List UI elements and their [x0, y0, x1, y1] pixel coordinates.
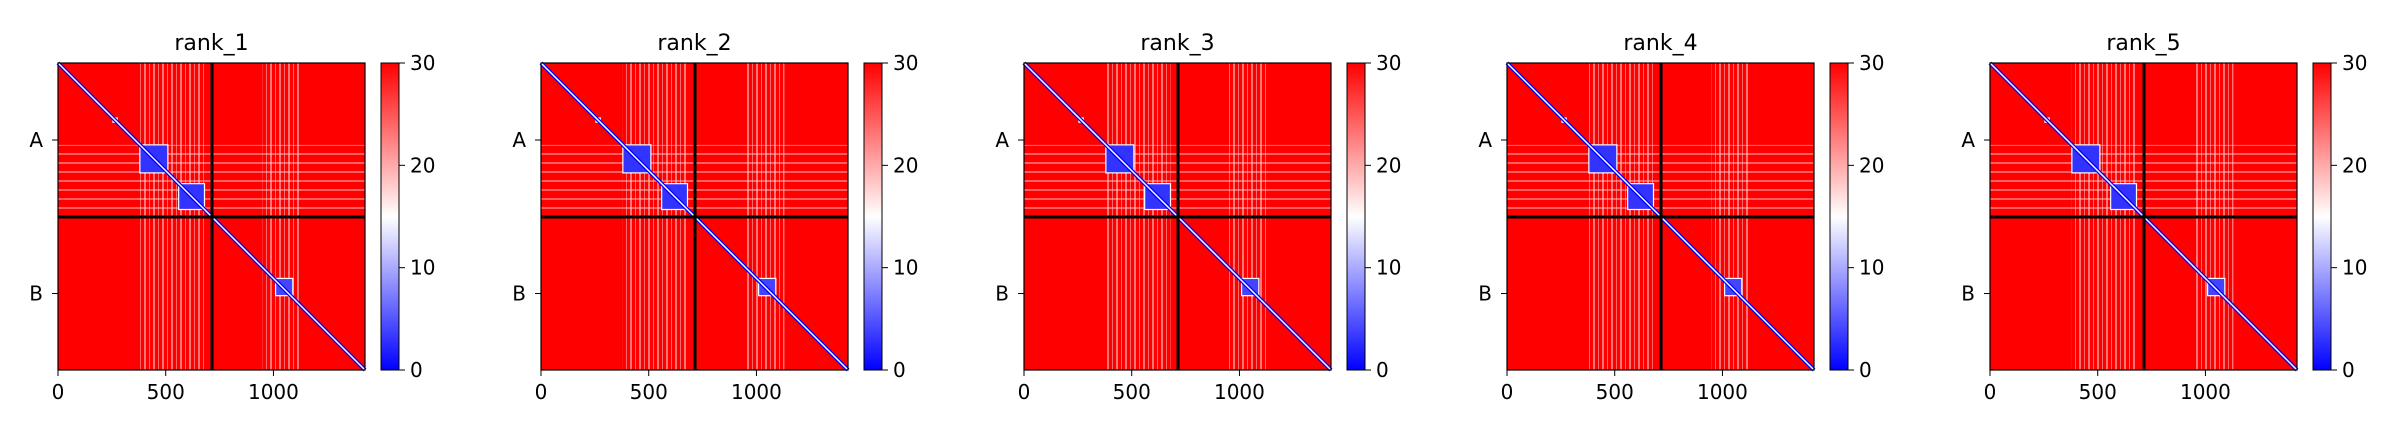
x-tick-label: 0: [1018, 380, 1031, 404]
colorbar-gradient: [380, 62, 400, 371]
x-tick-label: 0: [1501, 380, 1514, 404]
y-tick-label: B: [1478, 282, 1492, 306]
panel-title: rank_2: [657, 31, 731, 56]
colorbar: 0 10 20 30: [1346, 51, 1401, 382]
y-tick-label: B: [1961, 282, 1975, 306]
y-tick-label: A: [29, 128, 43, 152]
heatmap: [1022, 61, 1333, 372]
x-tick-label: 0: [52, 380, 65, 404]
panel-title: rank_3: [1140, 31, 1214, 56]
x-tick-label: 1000: [1214, 380, 1265, 404]
y-tick-label: B: [995, 282, 1009, 306]
colorbar-tick-label: 0: [2342, 358, 2355, 382]
colorbar-gradient: [1829, 62, 1849, 371]
panel-title: rank_4: [1623, 31, 1697, 56]
heatmap-frame: [540, 62, 849, 371]
colorbar: 0 10 20 30: [380, 51, 435, 382]
x-tick-label: 0: [535, 380, 548, 404]
colorbar-tick-label: 20: [1859, 153, 1884, 177]
panel-3: rank_3 0 500 1000 A B 0 10 20 30: [995, 31, 1401, 404]
colorbar: 0 10 20 30: [863, 51, 918, 382]
heatmap-frame: [1023, 62, 1332, 371]
colorbar: 0 10 20 30: [1829, 51, 1884, 382]
colorbar-tick-label: 30: [410, 51, 435, 75]
heatmap: [539, 61, 850, 372]
colorbar-tick-label: 20: [410, 153, 435, 177]
colorbar-tick-label: 0: [1859, 358, 1872, 382]
y-tick-label: A: [1961, 128, 1975, 152]
colorbar-tick-label: 20: [1376, 153, 1401, 177]
panel-title: rank_5: [2106, 31, 2180, 56]
x-tick-label: 0: [1984, 380, 1997, 404]
colorbar-tick-label: 10: [1859, 256, 1884, 280]
heatmap-frame: [1989, 62, 2298, 371]
x-tick-label: 500: [1596, 380, 1634, 404]
colorbar-gradient: [2312, 62, 2332, 371]
x-tick-label: 1000: [731, 380, 782, 404]
x-tick-label: 500: [1113, 380, 1151, 404]
colorbar-tick-label: 0: [1376, 358, 1389, 382]
heatmap-frame: [57, 62, 366, 371]
y-tick-label: A: [512, 128, 526, 152]
y-tick-label: B: [29, 282, 43, 306]
x-tick-label: 500: [2079, 380, 2117, 404]
colorbar-tick-label: 0: [410, 358, 423, 382]
colorbar-tick-label: 0: [893, 358, 906, 382]
heatmap: [1505, 61, 1816, 372]
colorbar-tick-label: 30: [1376, 51, 1401, 75]
colorbar-tick-label: 10: [410, 256, 435, 280]
panel-1: rank_1 0 500 1000 A B 0 10 20 30: [29, 31, 435, 404]
y-tick-label: A: [995, 128, 1009, 152]
heatmap-frame: [1506, 62, 1815, 371]
y-tick-label: B: [512, 282, 526, 306]
x-tick-label: 500: [147, 380, 185, 404]
heatmap: [56, 61, 367, 372]
x-tick-label: 500: [630, 380, 668, 404]
x-tick-label: 1000: [2180, 380, 2231, 404]
panel-4: rank_4 0 500 1000 A B 0 10 20 30: [1478, 31, 1884, 404]
panel-2: rank_2 0 500 1000 A B 0 10 20 30: [512, 31, 918, 404]
panel-5: rank_5 0 500 1000 A B 0 10 20 30: [1961, 31, 2367, 404]
colorbar-gradient: [1346, 62, 1366, 371]
colorbar-tick-label: 10: [893, 256, 918, 280]
panel-title: rank_1: [174, 31, 248, 56]
colorbar-tick-label: 20: [2342, 153, 2367, 177]
colorbar-tick-label: 10: [2342, 256, 2367, 280]
colorbar-tick-label: 10: [1376, 256, 1401, 280]
colorbar-tick-label: 20: [893, 153, 918, 177]
x-tick-label: 1000: [1697, 380, 1748, 404]
colorbar-tick-label: 30: [2342, 51, 2367, 75]
colorbar-tick-label: 30: [1859, 51, 1884, 75]
colorbar-tick-label: 30: [893, 51, 918, 75]
colorbar: 0 10 20 30: [2312, 51, 2367, 382]
y-tick-label: A: [1478, 128, 1492, 152]
colorbar-gradient: [863, 62, 883, 371]
heatmap: [1988, 61, 2299, 372]
x-tick-label: 1000: [248, 380, 299, 404]
